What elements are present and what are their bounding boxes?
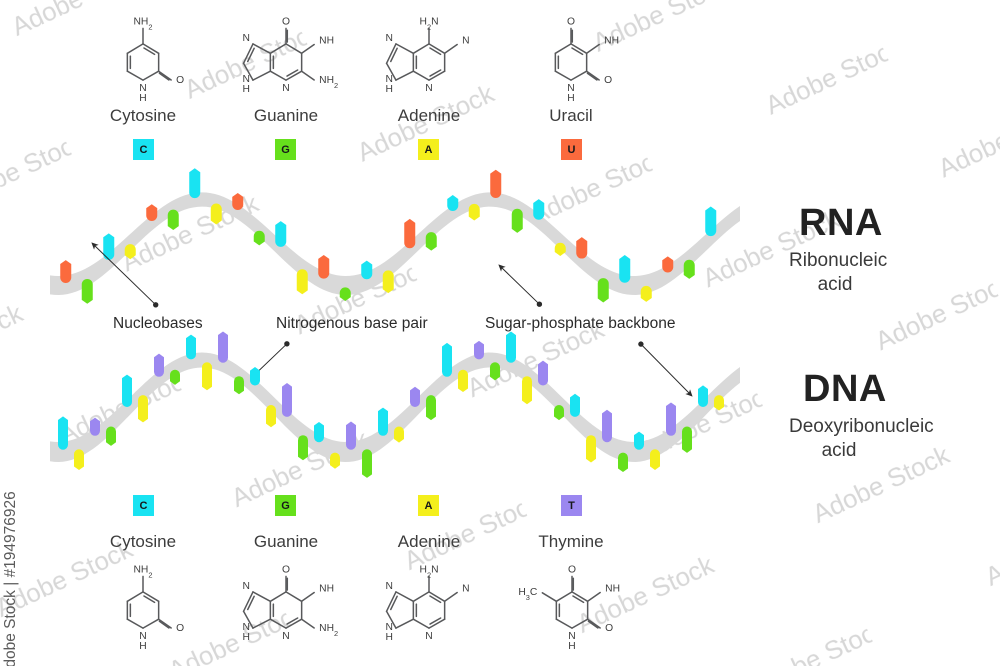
svg-text:N: N — [282, 631, 289, 642]
svg-text:N: N — [386, 581, 393, 592]
svg-text:NH: NH — [605, 584, 620, 595]
svg-text:O: O — [568, 564, 576, 575]
svg-text:O: O — [282, 564, 290, 575]
svg-text:O: O — [605, 623, 613, 634]
svg-text:H: H — [568, 641, 575, 652]
svg-text:N: N — [462, 584, 469, 595]
svg-text:N: N — [243, 581, 250, 592]
svg-text:H: H — [139, 641, 146, 652]
svg-text:O: O — [176, 623, 184, 634]
svg-text:N: N — [425, 631, 432, 642]
svg-text:H: H — [386, 632, 393, 643]
svg-text:H2N: H2N — [420, 564, 439, 579]
svg-text:NH: NH — [319, 584, 334, 595]
svg-text:H: H — [243, 632, 250, 643]
svg-text:NH2: NH2 — [319, 623, 338, 638]
svg-text:H3C: H3C — [518, 587, 538, 602]
